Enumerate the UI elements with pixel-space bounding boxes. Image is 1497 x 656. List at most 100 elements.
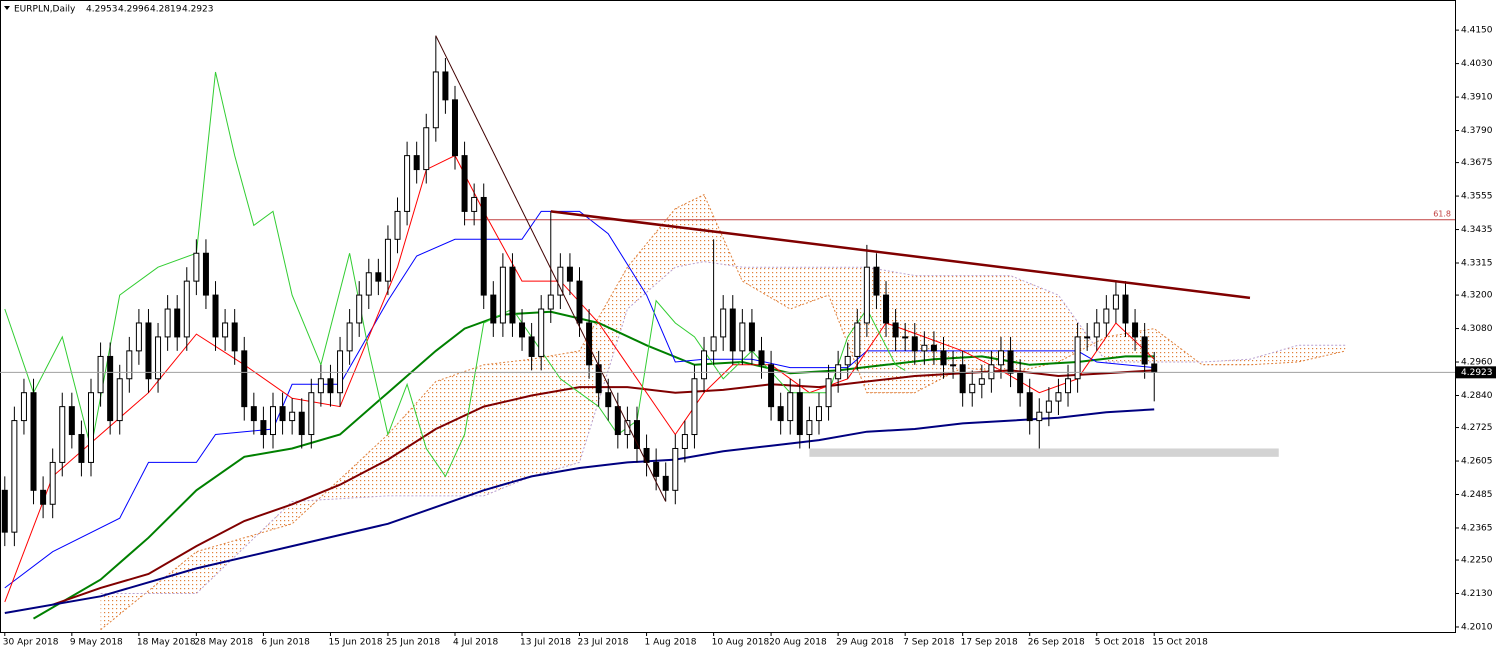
candle-body (930, 344, 937, 352)
candle-body (1132, 322, 1139, 338)
candle-body (135, 322, 142, 352)
candle-body (308, 392, 315, 436)
candle-body (49, 461, 56, 505)
candle-body (758, 350, 765, 366)
candle-body (250, 406, 257, 422)
y-tick-label: 4.2365 (1461, 523, 1493, 533)
candle-body (1093, 322, 1100, 338)
title-arrow (4, 6, 10, 10)
candle-body (269, 406, 276, 436)
candle-body (902, 336, 909, 339)
candle-body (586, 322, 593, 366)
candle-body (547, 294, 554, 310)
candle-body (317, 378, 324, 394)
candle-body (202, 252, 209, 296)
candle-body (1065, 378, 1072, 394)
candle-body (1055, 392, 1062, 402)
chart-title: EURPLN,Daily (14, 5, 76, 15)
indicator-line (4, 210, 1155, 589)
candle-body (432, 71, 439, 129)
candle-body (356, 294, 363, 324)
candle-body (490, 294, 497, 324)
candle-body (633, 420, 640, 449)
candle-body (854, 322, 861, 357)
candle-body (394, 210, 401, 240)
x-tick-label: 29 Aug 2018 (836, 638, 894, 648)
candle-body (835, 364, 842, 380)
candle-body (720, 308, 727, 338)
candle-body (327, 378, 334, 394)
candle-body (289, 411, 296, 422)
plot-frame (0, 0, 1456, 633)
candle-body (911, 336, 918, 352)
plot-area (1, 35, 1455, 631)
y-tick-label: 4.4150 (1461, 26, 1493, 36)
candle-body (748, 322, 755, 352)
x-tick-label: 30 Apr 2018 (3, 638, 59, 648)
candle-body (499, 266, 506, 324)
y-tick-label: 4.2130 (1461, 589, 1493, 599)
candle-body (1112, 294, 1119, 310)
x-tick-label: 1 Aug 2018 (645, 638, 697, 648)
ohlc-low: 4.2819 (150, 5, 182, 15)
candle-body (605, 392, 612, 408)
candle-body (662, 475, 669, 491)
candle-body (624, 420, 631, 436)
candle-body (988, 364, 995, 380)
cloud-span-a (100, 194, 1346, 631)
candle-body (1141, 336, 1148, 365)
trendline (550, 210, 1251, 300)
candle-body (997, 350, 1004, 366)
x-tick-label: 20 Aug 2018 (769, 638, 827, 648)
candle-body (155, 336, 162, 380)
x-tick-label: 25 Jun 2018 (386, 638, 440, 648)
y-tick-label: 4.2605 (1461, 457, 1493, 467)
candle-body (969, 383, 976, 394)
candle-body (815, 406, 822, 422)
candle-body (471, 196, 478, 212)
cloud-fill (100, 194, 1346, 630)
candle-body (193, 252, 200, 282)
candle-body (739, 322, 746, 352)
candle-body (78, 434, 85, 463)
candle-body (959, 364, 966, 394)
candle-body (404, 155, 411, 212)
candle-body (566, 266, 573, 282)
y-tick-label: 4.3435 (1461, 225, 1493, 235)
y-tick-label: 4.3910 (1461, 93, 1493, 103)
y-tick-label: 4.3790 (1461, 126, 1493, 136)
price-tag-label: 4.2923 (1461, 368, 1493, 378)
x-tick-label: 7 Sep 2018 (903, 638, 955, 648)
x-tick-label: 15 Oct 2018 (1152, 638, 1208, 648)
y-tick-label: 4.3675 (1461, 158, 1493, 168)
candle-body (1151, 363, 1158, 373)
candle-body (164, 308, 171, 338)
candle-body (346, 322, 353, 352)
candle-body (653, 461, 660, 477)
candle-body (844, 355, 851, 366)
candle-body (614, 406, 621, 436)
candle-body (691, 378, 698, 436)
candle-body (375, 272, 382, 282)
candle-body (222, 322, 229, 338)
candle-body (777, 406, 784, 422)
candle-body (701, 350, 708, 380)
candle-body (279, 406, 286, 422)
candle-body (538, 308, 545, 357)
candle-body (643, 447, 650, 463)
candle-body (1026, 392, 1033, 422)
candle-body (20, 392, 27, 422)
candle-body (423, 127, 430, 171)
candle-body (413, 155, 420, 171)
candle-body (384, 238, 391, 282)
candle-body (461, 155, 468, 212)
x-tick-label: 18 May 2018 (137, 638, 196, 648)
indicator-line (4, 154, 1155, 603)
candle-body (442, 71, 449, 101)
candle-body (298, 411, 305, 436)
candle-body (68, 406, 75, 436)
x-tick-label: 4 Jul 2018 (453, 638, 498, 648)
candle-body (11, 420, 18, 533)
candle-body (509, 266, 516, 324)
